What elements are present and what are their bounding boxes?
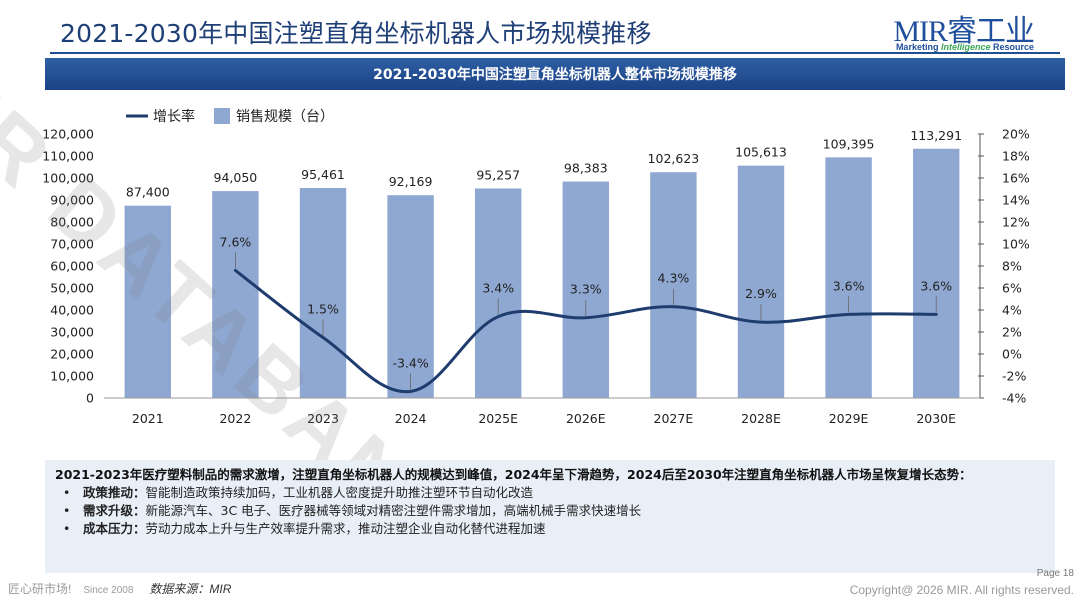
x-tick-label: 2021 xyxy=(132,411,164,426)
bar-value-label: 98,383 xyxy=(564,161,608,176)
y-right-tick-label: 16% xyxy=(1002,171,1030,186)
y-left-tick-label: 110,000 xyxy=(42,149,94,164)
bullet-key: 需求升级： xyxy=(83,503,146,518)
insight-bullets: 政策推动：智能制造政策持续加码，工业机器人密度提升助推注塑环节自动化改造 需求升… xyxy=(55,484,1045,538)
y-right-tick-label: 12% xyxy=(1002,215,1030,230)
logo-tag-b: Intelligence xyxy=(940,42,991,52)
insight-bullet-policy: 政策推动：智能制造政策持续加码，工业机器人密度提升助推注塑环节自动化改造 xyxy=(55,484,1045,502)
y-left-tick-label: 60,000 xyxy=(50,259,94,274)
line-value-label: 3.6% xyxy=(920,278,952,293)
x-tick-label: 2030E xyxy=(916,411,956,426)
bullet-text: 新能源汽车、3C 电子、医疗器械等领域对精密注塑件需求增加，高端机械手需求快速增… xyxy=(145,503,642,518)
y-left-tick-label: 100,000 xyxy=(42,171,94,186)
y-right-tick-label: 20% xyxy=(1002,127,1030,142)
bar-value-label: 92,169 xyxy=(389,174,433,189)
x-tick-label: 2024 xyxy=(395,411,427,426)
bullet-text: 智能制造政策持续加码，工业机器人密度提升助推注塑环节自动化改造 xyxy=(145,485,534,500)
x-tick-label: 2023 xyxy=(307,411,339,426)
bar xyxy=(912,148,960,398)
logo-text: MIR睿工业 xyxy=(893,15,1035,48)
bar-value-label: 94,050 xyxy=(214,170,258,185)
line-value-label: -3.4% xyxy=(392,355,428,370)
insight-bullet-cost: 成本压力：劳动力成本上升与生产效率提升需求，推动注塑企业自动化替代进程加速 xyxy=(55,520,1045,538)
footer-left: 匠心研市场! Since 2008 数据来源：MIR xyxy=(8,580,231,597)
bar xyxy=(387,195,434,398)
bar xyxy=(212,191,259,398)
y-right-tick-label: 0% xyxy=(1002,347,1022,362)
bar-value-label: 105,613 xyxy=(735,145,787,160)
y-left-tick-label: 0 xyxy=(86,391,94,406)
bar xyxy=(737,165,785,398)
x-tick-label: 2026E xyxy=(566,411,606,426)
company-logo: MIR睿工业 Marketing Intelligence Resource xyxy=(874,6,1035,56)
copyright: Copyright@ 2026 MIR. All rights reserved… xyxy=(849,583,1074,597)
y-left-tick-label: 20,000 xyxy=(50,347,94,362)
footer-since: Since 2008 xyxy=(83,585,134,596)
insight-bullet-demand: 需求升级：新能源汽车、3C 电子、医疗器械等领域对精密注塑件需求增加，高端机械手… xyxy=(55,502,1045,520)
y-left-tick-label: 50,000 xyxy=(50,281,94,296)
footer-brand: 匠心研市场! xyxy=(8,582,72,596)
y-left-tick-label: 70,000 xyxy=(50,237,94,252)
logo-tag-c: Resource xyxy=(990,42,1034,52)
y-right-tick-label: 14% xyxy=(1002,193,1030,208)
x-tick-label: 2025E xyxy=(478,411,518,426)
y-left-tick-label: 120,000 xyxy=(42,127,94,142)
y-right-tick-label: 2% xyxy=(1002,325,1022,340)
bar xyxy=(474,188,522,398)
y-right-tick-label: -2% xyxy=(1002,369,1026,384)
legend-label: 增长率 xyxy=(153,108,195,125)
y-left-tick-label: 30,000 xyxy=(50,325,94,340)
chart-title: 2021-2030年中国注塑直角坐标机器人整体市场规模推移 xyxy=(45,58,1065,90)
y-right-tick-label: 6% xyxy=(1002,281,1022,296)
y-left-tick-label: 80,000 xyxy=(50,215,94,230)
line-value-label: 7.6% xyxy=(220,234,252,249)
line-value-label: 3.4% xyxy=(482,281,514,296)
bullet-text: 劳动力成本上升与生产效率提升需求，推动注塑企业自动化替代进程加速 xyxy=(145,521,546,536)
x-tick-label: 2029E xyxy=(829,411,869,426)
y-left-tick-label: 10,000 xyxy=(50,369,94,384)
y-right-tick-label: 10% xyxy=(1002,237,1030,252)
bullet-key: 政策推动： xyxy=(83,485,146,500)
y-right-tick-label: -4% xyxy=(1002,391,1026,406)
page-title: 2021-2030年中国注塑直角坐标机器人市场规模推移 xyxy=(60,19,652,48)
x-tick-label: 2022 xyxy=(219,411,251,426)
bar-value-label: 109,395 xyxy=(823,136,875,151)
bar xyxy=(124,205,172,398)
line-value-label: 3.3% xyxy=(570,282,602,297)
x-tick-label: 2028E xyxy=(741,411,781,426)
legend-bar-swatch xyxy=(214,108,230,124)
data-source: 数据来源：MIR xyxy=(149,582,232,596)
bar xyxy=(825,157,872,398)
y-left-tick-label: 40,000 xyxy=(50,303,94,318)
line-value-label: 4.3% xyxy=(658,271,690,286)
legend-label: 销售规模（台） xyxy=(236,109,334,125)
y-right-tick-label: 4% xyxy=(1002,303,1022,318)
bar xyxy=(299,187,347,398)
bar xyxy=(650,172,697,398)
page-number: Page 18 xyxy=(1036,568,1074,579)
bar-value-label: 113,291 xyxy=(910,128,962,143)
y-right-tick-label: 18% xyxy=(1002,149,1030,164)
bar-value-label: 95,461 xyxy=(301,167,345,182)
x-tick-label: 2027E xyxy=(654,411,694,426)
bar-value-label: 87,400 xyxy=(126,185,170,200)
bullet-key: 成本压力： xyxy=(83,521,146,536)
insight-headline: 2021-2023年医疗塑料制品的需求激增，注塑直角坐标机器人的规模达到峰值，2… xyxy=(55,467,972,482)
bar xyxy=(562,181,610,398)
insight-box: 2021-2023年医疗塑料制品的需求激增，注塑直角坐标机器人的规模达到峰值，2… xyxy=(45,460,1055,573)
y-left-tick-label: 90,000 xyxy=(50,193,94,208)
bar-value-label: 102,623 xyxy=(648,151,700,166)
title-rule xyxy=(50,52,1060,54)
logo-tag-a: Marketing xyxy=(895,42,941,52)
line-value-label: 2.9% xyxy=(745,286,777,301)
line-value-label: 3.6% xyxy=(833,278,865,293)
chart: 增长率 销售规模（台） 0 10,000 20,000 30,000 40,000 50,00… xyxy=(42,108,1030,426)
line-value-label: 1.5% xyxy=(307,302,339,317)
y-right-tick-label: 8% xyxy=(1002,259,1022,274)
logo-tagline: Marketing Intelligence Resource xyxy=(896,42,1034,52)
growth-rate-line xyxy=(233,268,938,393)
bar-value-label: 95,257 xyxy=(476,167,520,182)
